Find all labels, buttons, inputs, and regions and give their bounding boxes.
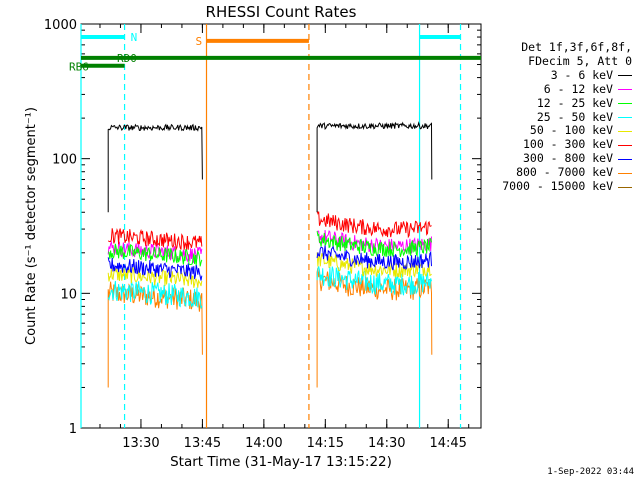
chart-title: RHESSI Count Rates bbox=[206, 3, 357, 21]
legend-entry: 300 - 800 keV bbox=[482, 151, 632, 166]
x-tick-label: 13:30 bbox=[122, 436, 159, 451]
series-trace bbox=[316, 245, 432, 271]
flag-label: S bbox=[196, 35, 203, 48]
legend-entry: 800 - 7000 keV bbox=[482, 165, 632, 180]
series-trace bbox=[316, 210, 432, 239]
legend-entry-label: 800 - 7000 keV bbox=[516, 165, 613, 180]
x-tick-label: 14:15 bbox=[307, 436, 344, 451]
series-trace bbox=[107, 228, 203, 251]
series-trace bbox=[107, 266, 203, 288]
legend-entry: 7000 - 15000 keV bbox=[482, 179, 632, 194]
flag-label: RB6 bbox=[69, 61, 89, 74]
legend-swatch bbox=[618, 89, 632, 91]
legend-swatch bbox=[618, 75, 632, 77]
flag-label: RD0 bbox=[117, 52, 137, 65]
x-axis-label: Start Time (31-May-17 13:15:22) bbox=[170, 454, 392, 470]
legend-header-line-2: FDecim 5, Att 0 bbox=[528, 53, 632, 68]
series-trace bbox=[107, 240, 203, 264]
legend-entry: 50 - 100 keV bbox=[482, 124, 632, 138]
y-tick-label: 1000 bbox=[44, 18, 77, 33]
legend-header-line-1: Det 1f,3f,6f,8f, bbox=[521, 40, 632, 54]
y-axis-label: Count Rate (s⁻¹ detector segment⁻¹) bbox=[24, 107, 39, 345]
legend-swatch bbox=[618, 144, 632, 146]
legend-entry-label: 300 - 800 keV bbox=[522, 151, 613, 166]
x-tick-label: 13:45 bbox=[184, 436, 221, 451]
legend-entry: 100 - 300 keV bbox=[482, 137, 632, 152]
legend-swatch bbox=[618, 103, 632, 105]
series-trace bbox=[107, 257, 203, 281]
series-trace bbox=[316, 231, 432, 258]
legend-entry: 3 - 6 keV bbox=[482, 67, 632, 83]
x-tick-label: 14:00 bbox=[245, 436, 282, 451]
series-trace bbox=[316, 266, 432, 296]
legend-entry: 6 - 12 keV bbox=[482, 81, 632, 97]
legend-entry-label: 7000 - 15000 keV bbox=[502, 179, 613, 194]
legend-swatch bbox=[618, 130, 632, 132]
generation-timestamp: 1-Sep-2022 03:44 bbox=[547, 467, 634, 477]
legend-swatch bbox=[618, 172, 632, 174]
y-tick-label: 10 bbox=[60, 287, 77, 302]
legend-swatch bbox=[618, 186, 632, 188]
legend-entry: 25 - 50 keV bbox=[482, 109, 632, 125]
legend-entry-label: 25 - 50 keV bbox=[536, 109, 613, 124]
chart-legend: Det 1f,3f,6f,8f, FDecim 5, Att 0 3 - 6 k… bbox=[482, 40, 632, 194]
x-tick-label: 14:45 bbox=[429, 436, 466, 451]
x-tick-label: 14:30 bbox=[368, 436, 405, 451]
series-trace bbox=[316, 121, 433, 213]
legend-entry-label: 3 - 6 keV bbox=[550, 67, 613, 82]
legend-entry-label: 12 - 25 keV bbox=[536, 95, 613, 110]
y-tick-label: 1 bbox=[69, 422, 77, 437]
y-tick-label: 100 bbox=[52, 153, 77, 168]
flag-label: N bbox=[131, 31, 138, 44]
legend-entry: 12 - 25 keV bbox=[482, 95, 632, 111]
legend-entry-label: 6 - 12 keV bbox=[543, 81, 613, 96]
legend-entry-label: 100 - 300 keV bbox=[522, 137, 613, 152]
series-trace bbox=[107, 123, 203, 213]
legend-entry-label: 50 - 100 keV bbox=[529, 123, 613, 138]
series-trace bbox=[107, 243, 203, 267]
legend-swatch bbox=[618, 158, 632, 160]
legend-swatch bbox=[618, 116, 632, 118]
